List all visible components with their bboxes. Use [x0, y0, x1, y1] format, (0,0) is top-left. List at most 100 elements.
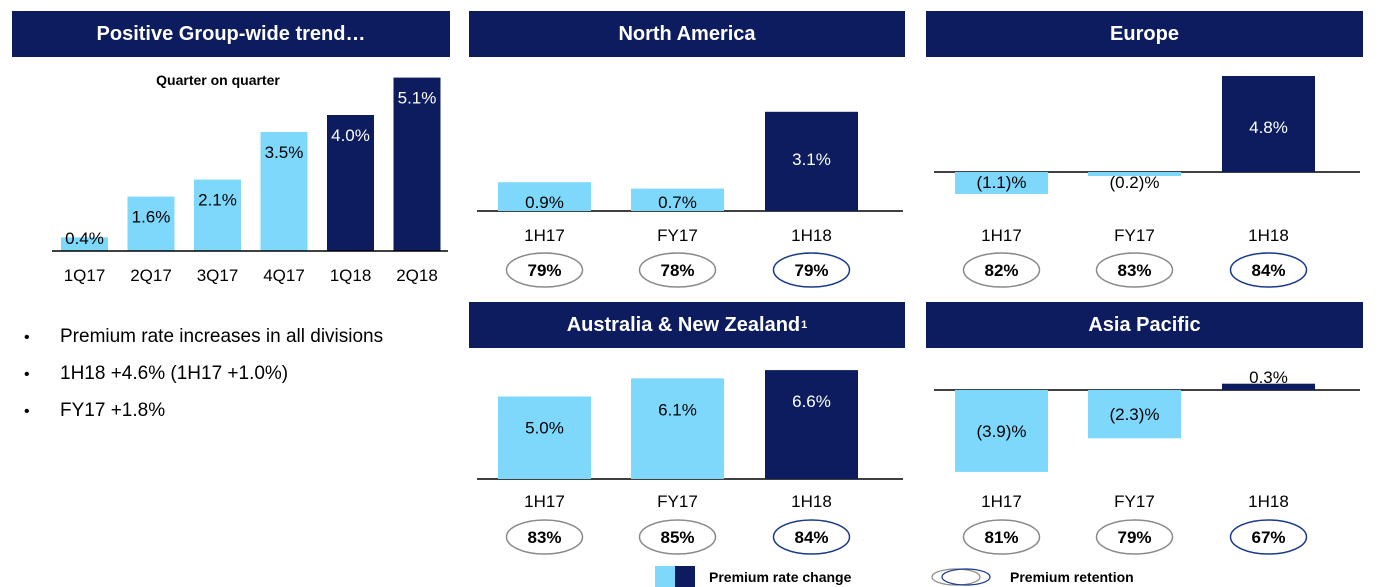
retention-value: 83% — [1117, 261, 1151, 280]
retention-value: 78% — [660, 261, 694, 280]
category-label: 1H17 — [981, 492, 1022, 511]
retention-value: 79% — [794, 261, 828, 280]
group-quarterly-chart: Quarter on quarter 0.4% 1Q17 1.6% 2Q17 2.1% 3Q… — [52, 72, 448, 285]
category-label: 2Q17 — [130, 266, 172, 285]
retention-legend: Premium retention — [930, 566, 1134, 587]
retention-value: 84% — [794, 528, 828, 547]
key-point-text: Premium rate increases in all divisions — [60, 326, 384, 347]
data-label: (2.3)% — [1109, 405, 1159, 424]
bar — [631, 378, 724, 479]
retention-ellipse — [962, 519, 1041, 555]
north-america-panel-title: North America — [618, 22, 756, 45]
category-label: 4Q17 — [263, 266, 305, 285]
data-label: 4.0% — [331, 126, 370, 145]
retention-ellipse — [638, 252, 717, 288]
bar — [765, 111, 858, 211]
retention-ellipse — [1095, 252, 1174, 288]
anz-panel-title: Australia & New Zealand — [566, 313, 801, 336]
retention-ellipse — [638, 519, 717, 555]
rate-change-legend: Premium rate change — [655, 566, 851, 587]
category-label: 1Q17 — [64, 266, 106, 285]
retention-ellipse — [505, 519, 584, 555]
data-label: 0.7% — [658, 193, 697, 212]
category-label: FY17 — [657, 226, 698, 245]
retention-ellipse-icon — [931, 568, 991, 586]
retention-value: 67% — [1251, 528, 1285, 547]
light-bar-swatch — [655, 566, 675, 587]
data-label: 0.4% — [65, 229, 104, 248]
bar — [498, 396, 591, 479]
anz-panel-header: Australia & New Zealand 1 — [469, 302, 905, 348]
data-label: 4.8% — [1249, 118, 1288, 137]
retention-ellipse — [1229, 519, 1308, 555]
retention-legend-label: Premium retention — [1010, 568, 1134, 585]
key-point-text: FY17 +1.8% — [60, 400, 166, 421]
bar — [955, 172, 1048, 194]
anz-footnote-marker: 1 — [801, 319, 808, 331]
category-label: FY17 — [1114, 226, 1155, 245]
bar — [955, 390, 1048, 472]
retention-ellipse — [772, 252, 851, 288]
bar — [765, 370, 858, 479]
bar — [1088, 390, 1181, 439]
bar — [631, 188, 724, 211]
bar — [498, 182, 591, 211]
data-label: 0.9% — [525, 193, 564, 212]
retention-value: 81% — [984, 528, 1018, 547]
key-point: • Premium rate increases in all divisions — [24, 326, 383, 363]
europe-panel-title: Europe — [1110, 22, 1179, 45]
category-label: 1H18 — [791, 226, 832, 245]
bullet-dot: • — [24, 366, 30, 383]
retention-ellipse — [505, 252, 584, 288]
key-point: • FY17 +1.8% — [24, 400, 383, 437]
retention-value: 84% — [1251, 261, 1285, 280]
category-label: 1H17 — [524, 226, 565, 245]
data-label: 3.1% — [792, 150, 831, 169]
bar — [127, 196, 175, 251]
retention-value: 79% — [1117, 528, 1151, 547]
category-label: FY17 — [1114, 492, 1155, 511]
key-point: • 1H18 +4.6% (1H17 +1.0%) — [24, 363, 383, 400]
retention-value: 85% — [660, 528, 694, 547]
category-label: 3Q17 — [197, 266, 239, 285]
data-label: 6.6% — [792, 392, 831, 411]
category-label: 1H17 — [524, 492, 565, 511]
asia-pacific-panel-header: Asia Pacific — [926, 302, 1363, 348]
group-panel-title: Positive Group-wide trend… — [96, 22, 366, 45]
bar — [1088, 172, 1181, 176]
data-label: (3.9)% — [976, 422, 1026, 441]
data-label: (1.1)% — [976, 173, 1026, 192]
category-label: 1Q18 — [330, 266, 372, 285]
data-label: 0.3% — [1249, 368, 1288, 387]
dark-bar-swatch — [675, 566, 695, 587]
north-america-chart: 0.9% 1H17 79% 0.7% FY17 78% 3.1% 1H18 79% — [477, 111, 903, 288]
retention-ellipse — [962, 252, 1041, 288]
bar — [194, 179, 241, 251]
data-label: 2.1% — [198, 191, 237, 210]
retention-value: 83% — [527, 528, 561, 547]
asia-pacific-chart: (3.9)% 1H17 81% (2.3)% FY17 79% 0.3% 1H18 67% — [934, 368, 1360, 555]
category-label: 1H18 — [1248, 492, 1289, 511]
data-label: 5.0% — [525, 419, 564, 438]
bullet-dot: • — [24, 403, 30, 420]
europe-panel-header: Europe — [926, 11, 1363, 57]
bar — [393, 77, 441, 251]
data-label: 6.1% — [658, 400, 697, 419]
anz-chart: 5.0% 1H17 83% 6.1% FY17 85% 6.6% 1H18 84% — [477, 370, 903, 555]
bar — [1222, 383, 1315, 390]
category-label: 2Q18 — [396, 266, 438, 285]
asia-pacific-panel-title: Asia Pacific — [1088, 313, 1201, 336]
retention-ellipse — [1229, 252, 1308, 288]
bar — [260, 132, 308, 251]
category-label: 1H17 — [981, 226, 1022, 245]
rate-change-legend-label: Premium rate change — [709, 568, 852, 585]
category-label: 1H18 — [1248, 226, 1289, 245]
north-america-panel-header: North America — [469, 11, 905, 57]
key-point-text: 1H18 +4.6% (1H17 +1.0%) — [60, 363, 289, 384]
chart-subtitle: Quarter on quarter — [156, 72, 280, 88]
bar — [1222, 76, 1315, 172]
retention-value: 82% — [984, 261, 1018, 280]
retention-ellipse — [1095, 519, 1174, 555]
data-label: 1.6% — [132, 208, 171, 227]
data-label: 5.1% — [398, 89, 437, 108]
